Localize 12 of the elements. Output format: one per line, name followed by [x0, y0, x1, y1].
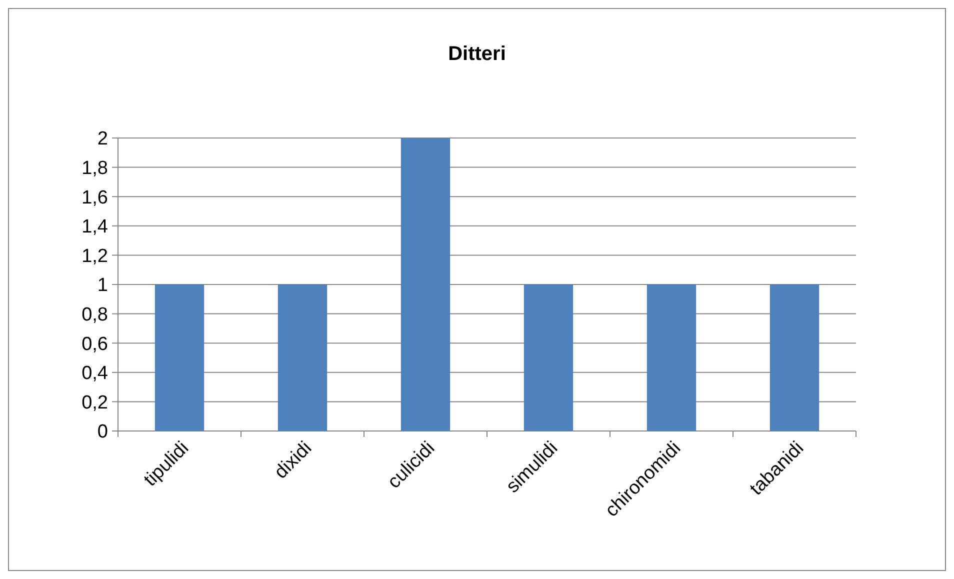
y-tick-label: 1,2: [82, 246, 108, 267]
chart-title: Ditteri: [448, 43, 506, 65]
y-tick-label: 1,6: [82, 187, 108, 208]
y-tick-label: 1,8: [82, 158, 108, 179]
y-tick-label: 0,8: [82, 304, 108, 326]
y-tick-label: 1: [97, 275, 108, 296]
y-tick-label: 0,2: [82, 392, 108, 414]
y-tick-label: 0,4: [82, 363, 108, 384]
y-tick-label: 2: [97, 128, 108, 150]
y-tick-label: 1,4: [82, 216, 108, 238]
y-tick-label: 0,6: [82, 334, 108, 355]
y-tick-label: 0: [97, 422, 108, 443]
